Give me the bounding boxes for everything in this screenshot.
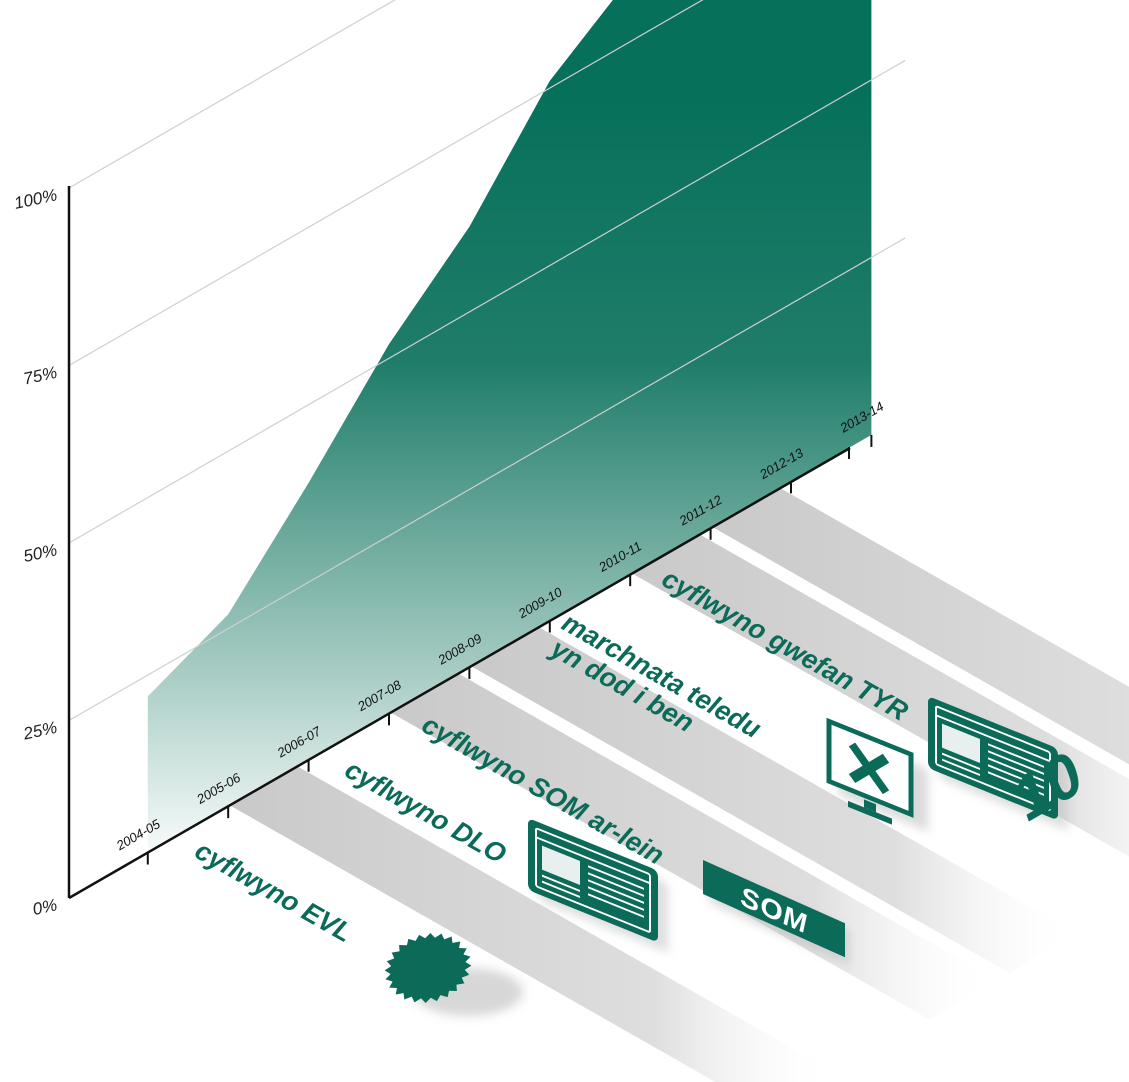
area-fill bbox=[147, 0, 872, 853]
band-divider bbox=[388, 712, 929, 1022]
tv-crossed-icon bbox=[826, 717, 928, 832]
annotation-bands bbox=[227, 487, 1129, 1082]
y-tick-label: 75% bbox=[22, 363, 59, 389]
band-divider bbox=[629, 572, 1129, 860]
axes bbox=[67, 186, 851, 900]
y-tick-label: 0% bbox=[31, 895, 59, 919]
grid-lines bbox=[68, 0, 906, 722]
grid-line bbox=[68, 0, 704, 367]
y-tick-label: 50% bbox=[22, 540, 59, 566]
y-tick-label: 100% bbox=[12, 185, 58, 213]
web-page-icon bbox=[528, 819, 668, 951]
band-divider bbox=[709, 526, 1129, 768]
y-tick-label: 25% bbox=[21, 718, 59, 744]
band-divider bbox=[468, 665, 1009, 976]
seal-icon bbox=[384, 932, 523, 1016]
grid-line bbox=[68, 0, 396, 189]
y-tick-labels: 0% 25% 50% 75% 100% bbox=[12, 185, 58, 919]
annotation-band bbox=[228, 766, 837, 1082]
annotation-band bbox=[710, 487, 1129, 767]
web-page-icon bbox=[928, 697, 1068, 829]
x-axis bbox=[68, 446, 851, 900]
annotation-band bbox=[469, 627, 1078, 974]
grid-line bbox=[68, 237, 906, 722]
grid-line bbox=[68, 59, 906, 544]
band-divider bbox=[227, 804, 716, 1082]
area-series bbox=[147, 0, 872, 853]
